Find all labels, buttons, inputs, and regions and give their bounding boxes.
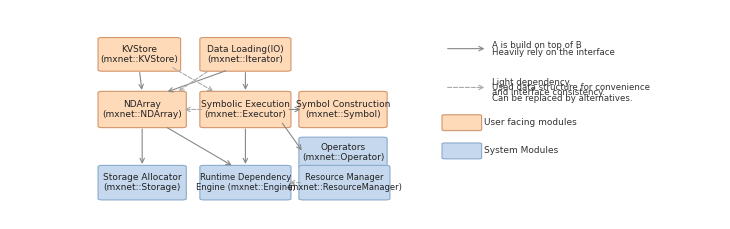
Text: NDArray
(mxnet::NDArray): NDArray (mxnet::NDArray) [102, 100, 182, 119]
Text: Light dependency.: Light dependency. [492, 78, 571, 87]
FancyBboxPatch shape [98, 38, 180, 71]
Text: Operators
(mxnet::Operator): Operators (mxnet::Operator) [301, 143, 384, 162]
FancyBboxPatch shape [200, 38, 291, 71]
Text: Heavily rely on the interface: Heavily rely on the interface [492, 48, 615, 57]
FancyBboxPatch shape [442, 115, 482, 131]
Text: User facing modules: User facing modules [485, 118, 577, 127]
Text: Storage Allocator
(mxnet::Storage): Storage Allocator (mxnet::Storage) [103, 173, 182, 192]
Text: KVStore
(mxnet::KVStore): KVStore (mxnet::KVStore) [101, 45, 178, 64]
FancyBboxPatch shape [98, 165, 186, 200]
FancyBboxPatch shape [299, 91, 387, 128]
FancyBboxPatch shape [442, 143, 482, 159]
Text: and interface consistency.: and interface consistency. [492, 88, 604, 97]
Text: Can be replaced by alternatives.: Can be replaced by alternatives. [492, 93, 632, 103]
Text: A is build on top of B: A is build on top of B [492, 41, 582, 51]
FancyBboxPatch shape [200, 165, 291, 200]
Text: Symbolic Execution
(mxnet::Executor): Symbolic Execution (mxnet::Executor) [201, 100, 290, 119]
Text: Runtime Dependency
Engine (mxnet::Engine): Runtime Dependency Engine (mxnet::Engine… [196, 173, 295, 192]
FancyBboxPatch shape [299, 137, 387, 168]
Text: System Modules: System Modules [485, 146, 558, 155]
FancyBboxPatch shape [299, 165, 390, 200]
FancyBboxPatch shape [98, 91, 186, 128]
Text: Data Loading(IO)
(mxnet::Iterator): Data Loading(IO) (mxnet::Iterator) [207, 45, 284, 64]
Text: Resource Manager
(mxnet::ResourceManager): Resource Manager (mxnet::ResourceManager… [287, 173, 402, 192]
Text: Symbol Construction
(mxnet::Symbol): Symbol Construction (mxnet::Symbol) [296, 100, 391, 119]
Text: Used data structure for convenience: Used data structure for convenience [492, 83, 650, 92]
FancyBboxPatch shape [200, 91, 291, 128]
